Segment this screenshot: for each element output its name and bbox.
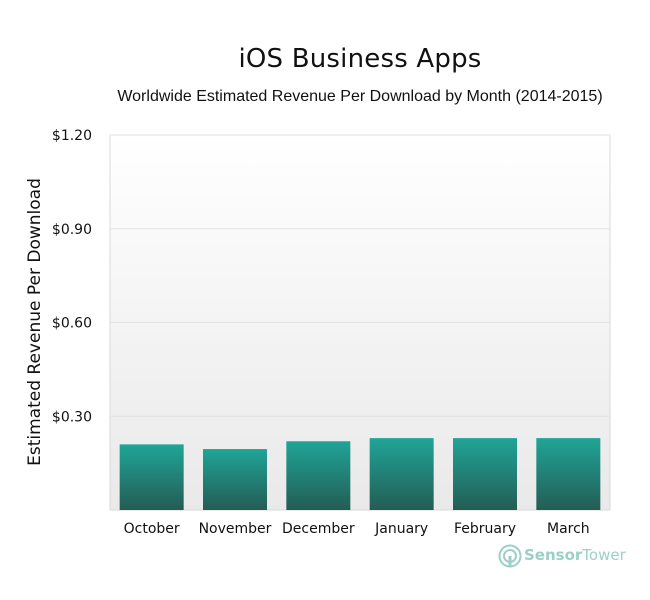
bar-november (203, 449, 267, 510)
bar-october (119, 444, 184, 510)
x-tick-label: December (282, 521, 355, 537)
x-tick-label: October (124, 521, 180, 537)
sensortower-watermark: SensorTower (498, 542, 626, 572)
y-tick-label: $0.90 (52, 222, 92, 238)
bars (119, 438, 601, 510)
y-tick-label: $0.30 (52, 409, 92, 425)
y-tick-labels: $0.30 $0.60 $0.90 $1.20 (52, 128, 92, 425)
sensortower-logo-icon (498, 544, 522, 568)
grid-lines (110, 134, 610, 417)
bar-march (536, 438, 601, 510)
chart-subtitle: Worldwide Estimated Revenue Per Download… (117, 88, 603, 105)
x-tick-label: February (454, 521, 516, 537)
chart-title: iOS Business Apps (238, 44, 482, 74)
x-tick-label: November (199, 521, 272, 537)
y-tick-label: $1.20 (52, 128, 92, 144)
x-tick-label: January (374, 521, 428, 537)
x-tick-labels: October November December January February Ma… (124, 521, 590, 537)
bar-december (286, 441, 351, 510)
watermark-text-tower: Tower (582, 546, 626, 564)
bar-february (453, 438, 517, 510)
watermark-text-sensor: Sensor (524, 546, 583, 564)
watermark-text: SensorTower (524, 546, 626, 564)
y-axis-label: Estimated Revenue Per Download (25, 178, 45, 466)
y-tick-label: $0.60 (52, 316, 92, 332)
bar-january (369, 438, 434, 510)
x-tick-label: March (547, 521, 590, 537)
